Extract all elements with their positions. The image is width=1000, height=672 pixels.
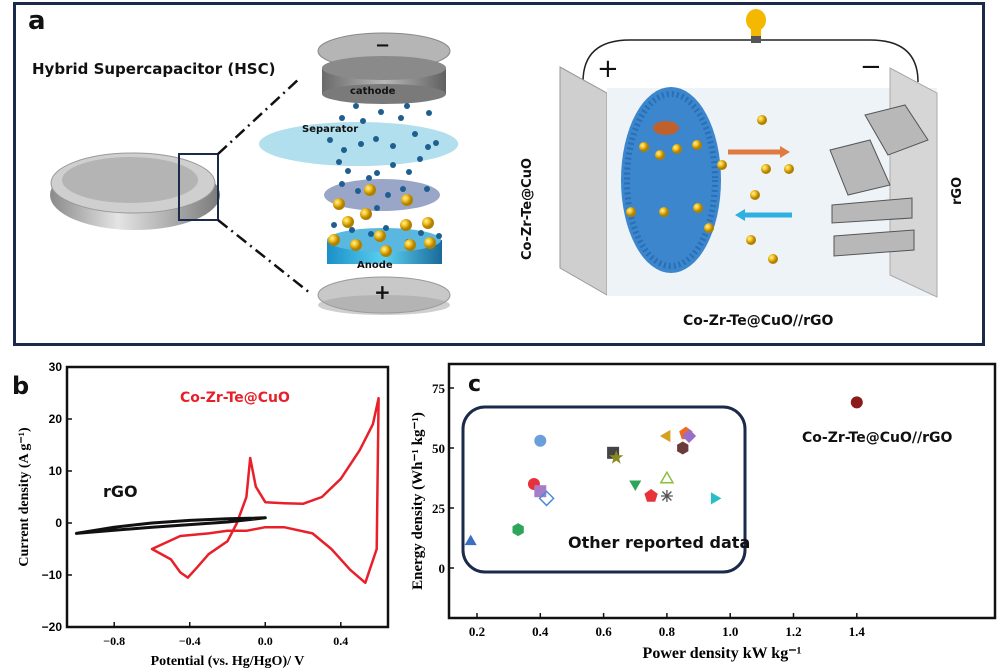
- plot-frame: [447, 362, 997, 620]
- series-co-zr-te-cuo: [150, 396, 380, 585]
- x-tick-label: −0.8: [103, 634, 125, 648]
- point-ref-11: [659, 470, 675, 484]
- y-tick-label: 0: [439, 561, 446, 576]
- y-tick-label: 50: [432, 441, 445, 456]
- device-label: Co-Zr-Te@CuO//rGO: [683, 313, 834, 329]
- ion-dots: [327, 103, 442, 245]
- annotation-rgo: rGO: [103, 482, 138, 501]
- zoom-line-top: [217, 77, 301, 155]
- y-tick-label: 0: [55, 516, 62, 530]
- cathode-label: cathode: [350, 86, 396, 97]
- point-ref-5: [538, 490, 555, 507]
- panel-a-label: a: [28, 6, 46, 36]
- y-axis-label: Energy density (Wh⁻¹ kg⁻¹): [410, 412, 426, 590]
- positive-sign: +: [597, 54, 619, 84]
- anode-label: Anode: [357, 260, 393, 271]
- x-tick-label: 0.2: [469, 624, 485, 639]
- annotation-co-zr-te-cuo: Co-Zr-Te@CuO: [180, 390, 290, 406]
- point-ref-8: [609, 450, 624, 464]
- other-data-box: [461, 405, 747, 574]
- light-bulb-icon: [746, 9, 766, 43]
- point-ref-2: [512, 523, 524, 537]
- plot-frame: [65, 365, 390, 629]
- x-tick-label: −0.4: [179, 634, 201, 648]
- y-tick-label: 30: [49, 360, 63, 374]
- hsc-title: Hybrid Supercapacitor (HSC): [32, 60, 276, 78]
- y-tick-label: 10: [49, 464, 63, 478]
- y-axis-label: Current density (A g⁻¹): [17, 427, 32, 567]
- x-tick-label: 0.8: [659, 624, 676, 639]
- panel-b-label: b: [12, 372, 30, 400]
- y-tick-label: −10: [42, 568, 63, 582]
- zoom-line-bottom: [217, 219, 311, 294]
- point-ref-10: [644, 489, 658, 502]
- x-tick-label: 1.4: [849, 624, 866, 639]
- series-rgo: [74, 516, 267, 535]
- point-ref-9: [629, 480, 642, 491]
- x-axis-label: Potential (vs. Hg/HgO)/ V: [151, 654, 305, 669]
- coin-cell-icon: [50, 152, 220, 230]
- point-ref-17: [710, 492, 722, 505]
- x-tick-label: 1.0: [722, 624, 738, 639]
- point-ref-12: [660, 490, 673, 502]
- y-tick-label: 75: [432, 381, 446, 396]
- point-ref-4: [534, 485, 547, 498]
- x-tick-label: 0.4: [333, 634, 348, 648]
- separator-label: Separator: [302, 124, 359, 135]
- y-tick-label: 20: [49, 412, 63, 426]
- point-ref-13: [659, 429, 671, 443]
- point-this-work: [850, 396, 863, 409]
- stack-bottom-sign: +: [374, 280, 391, 304]
- nanostructure-cluster: [621, 87, 721, 273]
- x-axis-label: Power density kW kg⁻¹: [643, 645, 802, 662]
- annotation-this-work: Co-Zr-Te@CuO//rGO: [802, 430, 952, 446]
- point-ref-6: [534, 434, 547, 447]
- panel-c-label: c: [468, 372, 482, 397]
- point-ref-15: [682, 429, 697, 443]
- external-circuit-wire: [582, 39, 919, 83]
- zoom-box: [178, 153, 219, 221]
- y-tick-label: 25: [432, 501, 446, 516]
- stack-top-sign: −: [375, 35, 391, 56]
- panel-a-frame: [13, 2, 985, 346]
- point-ref-1: [464, 534, 477, 546]
- negative-sign: −: [860, 52, 882, 82]
- x-tick-label: 0.6: [595, 624, 612, 639]
- y-tick-label: −20: [42, 620, 63, 634]
- cell-schematic: [559, 9, 938, 298]
- gold-ion-spheres: [328, 184, 436, 257]
- x-tick-label: 0.0: [258, 634, 273, 648]
- annotation-other-data: Other reported data: [568, 533, 750, 552]
- x-tick-label: 1.2: [785, 624, 801, 639]
- point-ref-16: [677, 441, 689, 455]
- x-tick-label: 0.4: [532, 624, 549, 639]
- graphene-sheets-icon: [829, 104, 929, 257]
